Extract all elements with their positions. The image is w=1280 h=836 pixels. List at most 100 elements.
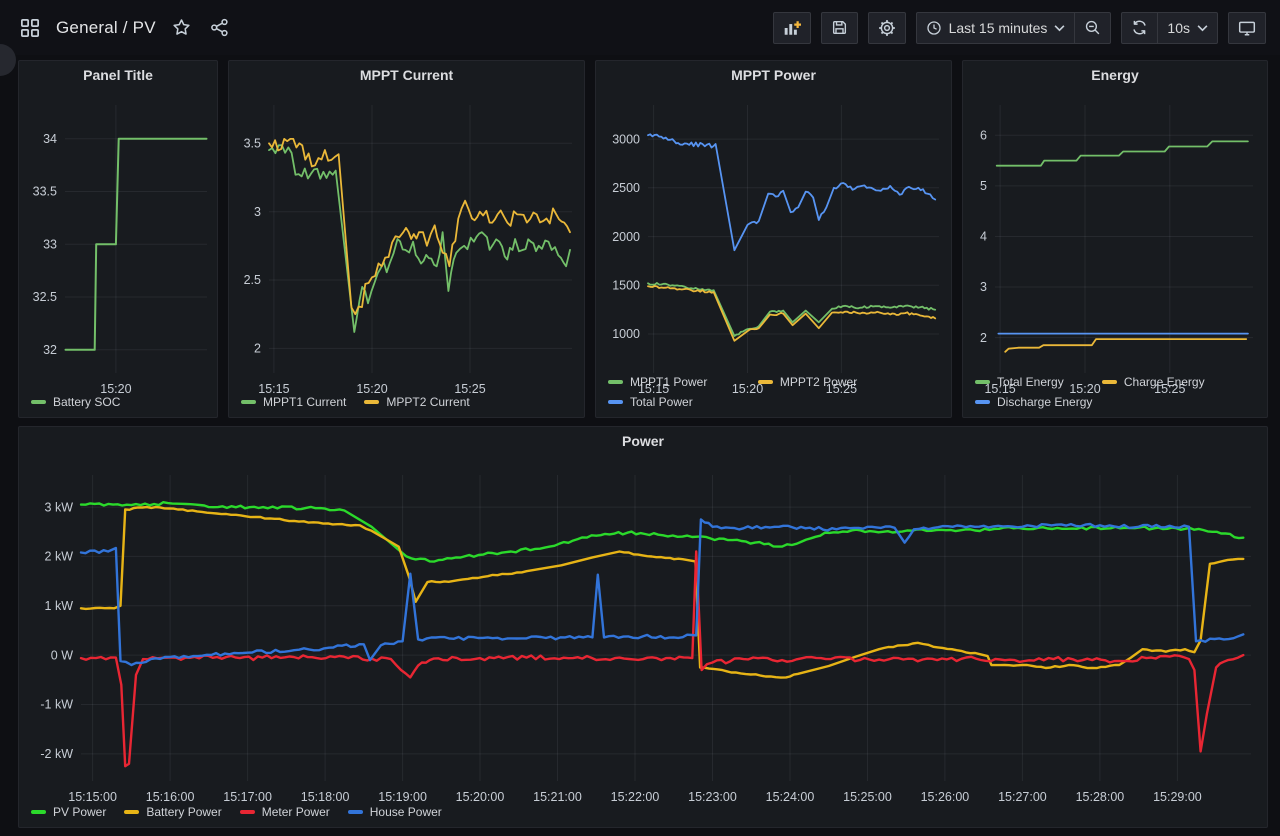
chevron-down-icon <box>1197 24 1208 31</box>
legend-swatch <box>975 380 990 384</box>
zoom-out-icon <box>1086 20 1100 35</box>
legend-label: Discharge Energy <box>997 395 1093 409</box>
chart-canvas[interactable]: 15:15 15:20 15:25 2 3 4 5 6 <box>963 89 1267 407</box>
timeseries-chart[interactable]: 15:15 15:20 15:25 1000 1500 2000 2500 3000 <box>596 89 951 396</box>
save-dashboard-button[interactable] <box>820 11 858 44</box>
share-icon[interactable] <box>208 16 232 40</box>
legend-swatch <box>608 400 623 404</box>
y-tick-label: 3.5 <box>244 137 261 151</box>
legend-label: Battery Power <box>146 805 222 819</box>
legend-swatch <box>239 810 255 814</box>
x-tick-label: 15:20 <box>1069 382 1100 396</box>
legend-item[interactable]: MPPT1 Power <box>608 375 758 389</box>
x-tick-label: 15:15 <box>258 382 289 396</box>
x-tick-label: 15:26:00 <box>921 790 970 804</box>
legend-label: Charge Energy <box>1123 375 1205 389</box>
chart-canvas[interactable]: 15:15:00 15:16:00 15:17:00 15:18:00 15:19:00… <box>19 455 1267 817</box>
chart-canvas[interactable]: 15:15 15:20 15:25 2 2.5 3 3.5 <box>229 89 584 407</box>
x-tick-label: 15:21:00 <box>533 790 582 804</box>
y-tick-label: 2 <box>980 331 987 345</box>
refresh-button[interactable] <box>1121 11 1159 44</box>
x-tick-label: 15:29:00 <box>1153 790 1202 804</box>
y-tick-label: 5 <box>980 179 987 193</box>
x-tick-label: 15:15:00 <box>68 790 117 804</box>
legend-item[interactable]: PV Power <box>31 805 106 819</box>
breadcrumb[interactable]: General / PV <box>56 17 156 37</box>
x-tick-label: 15:15 <box>638 382 669 396</box>
legend-item[interactable]: House Power <box>347 805 442 819</box>
legend-label: Meter Power <box>261 805 330 819</box>
save-icon <box>832 20 846 35</box>
legend-swatch <box>124 810 140 814</box>
y-tick-label: 32 <box>43 343 57 357</box>
legend-item[interactable]: Total Energy <box>975 375 1102 389</box>
x-tick-label: 15:15 <box>984 382 1015 396</box>
legend-label: PV Power <box>53 805 107 819</box>
y-tick-label: 1000 <box>612 327 640 341</box>
legend-item[interactable]: Meter Power <box>239 805 330 819</box>
legend-label: Total Power <box>630 395 693 409</box>
legend-item[interactable]: Discharge Energy <box>975 395 1102 409</box>
y-tick-label: 1500 <box>612 279 640 293</box>
tv-mode-button[interactable] <box>1228 11 1266 44</box>
y-tick-label: 6 <box>980 129 987 143</box>
chart-legend: MPPT1 Power MPPT2 Power Total Power <box>596 373 951 417</box>
y-tick-label: 2000 <box>612 230 640 244</box>
zoom-out-button[interactable] <box>1075 11 1112 44</box>
chart-canvas[interactable]: 15:20 32 32.5 33 33.5 34 <box>19 89 217 407</box>
star-icon[interactable] <box>170 16 194 40</box>
legend-label: Battery SOC <box>53 395 121 409</box>
y-tick-label: 3000 <box>612 132 640 146</box>
timeseries-chart[interactable]: 15:20 32 32.5 33 33.5 34 <box>19 89 217 396</box>
dashboard-settings-button[interactable] <box>867 11 906 44</box>
y-tick-label: 33.5 <box>33 185 57 199</box>
x-tick-label: 15:18:00 <box>301 790 350 804</box>
legend-item[interactable]: Battery Power <box>124 805 222 819</box>
chart-legend: PV Power Battery Power Meter Power House Po… <box>19 803 1267 827</box>
legend-item[interactable]: MPPT1 Current <box>241 395 346 409</box>
x-tick-label: 15:25 <box>826 382 857 396</box>
legend-item[interactable]: MPPT2 Current <box>364 395 470 409</box>
panel-header[interactable]: MPPT Power <box>596 61 951 89</box>
legend-item[interactable]: Charge Energy <box>1101 375 1229 389</box>
panel-header[interactable]: Energy <box>963 61 1267 89</box>
chart-canvas[interactable]: 15:15 15:20 15:25 1000 1500 2000 2500 3000 <box>596 89 951 407</box>
legend-swatch <box>241 400 256 404</box>
legend-swatch <box>608 380 623 384</box>
refresh-interval-label: 10s <box>1167 19 1190 36</box>
panel-mppt-current: MPPT Current 15:15 15:20 15:25 2 2.5 3 3.5 MPP… <box>228 60 585 418</box>
legend-swatch <box>31 400 46 404</box>
legend-item[interactable]: MPPT2 Power <box>757 375 908 389</box>
panel-header[interactable]: Panel Title <box>19 61 217 89</box>
menu-toggle[interactable] <box>0 44 16 76</box>
x-tick-label: 15:27:00 <box>998 790 1047 804</box>
refresh-interval-picker[interactable]: 10s <box>1158 11 1218 44</box>
legend-label: MPPT2 Power <box>779 375 858 389</box>
x-tick-label: 15:20 <box>356 382 387 396</box>
legend-item[interactable]: Total Power <box>608 395 758 409</box>
panel-header[interactable]: MPPT Current <box>229 61 584 89</box>
timeseries-chart[interactable]: 15:15 15:20 15:25 2 2.5 3 3.5 <box>229 89 584 396</box>
x-tick-label: 15:24:00 <box>766 790 815 804</box>
apps-grid-icon[interactable] <box>18 16 42 40</box>
panel-title: Panel Title <box>83 67 153 83</box>
legend-swatch <box>1101 380 1117 384</box>
x-tick-label: 15:20 <box>732 382 763 396</box>
timeseries-chart[interactable]: 15:15 15:20 15:25 2 3 4 5 6 <box>963 89 1267 396</box>
add-panel-button[interactable] <box>772 11 811 44</box>
legend-item[interactable]: Battery SOC <box>31 395 120 409</box>
x-tick-label: 15:16:00 <box>146 790 195 804</box>
time-range-picker[interactable]: Last 15 minutes <box>915 11 1076 44</box>
x-tick-label: 15:17:00 <box>223 790 272 804</box>
panel-title: Energy <box>1091 67 1139 83</box>
bar-chart-plus-icon <box>784 20 801 35</box>
panel-header[interactable]: Power <box>19 427 1267 455</box>
legend-swatch <box>364 400 380 404</box>
legend-label: House Power <box>369 805 442 819</box>
x-tick-label: 15:22:00 <box>611 790 660 804</box>
clock-icon <box>926 20 941 35</box>
timeseries-chart[interactable]: 15:15:00 15:16:00 15:17:00 15:18:00 15:19:00… <box>19 455 1267 804</box>
legend-swatch <box>757 380 773 384</box>
legend-label: MPPT1 Current <box>263 395 347 409</box>
y-tick-label: -2 kW <box>40 747 73 761</box>
